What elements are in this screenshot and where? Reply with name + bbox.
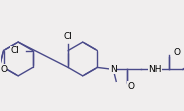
Text: Cl: Cl [10, 46, 19, 55]
Text: O: O [0, 65, 7, 74]
Text: N: N [110, 65, 117, 74]
Text: O: O [174, 48, 181, 57]
Text: NH: NH [148, 65, 162, 74]
Text: Cl: Cl [64, 32, 72, 41]
Text: O: O [128, 82, 135, 91]
